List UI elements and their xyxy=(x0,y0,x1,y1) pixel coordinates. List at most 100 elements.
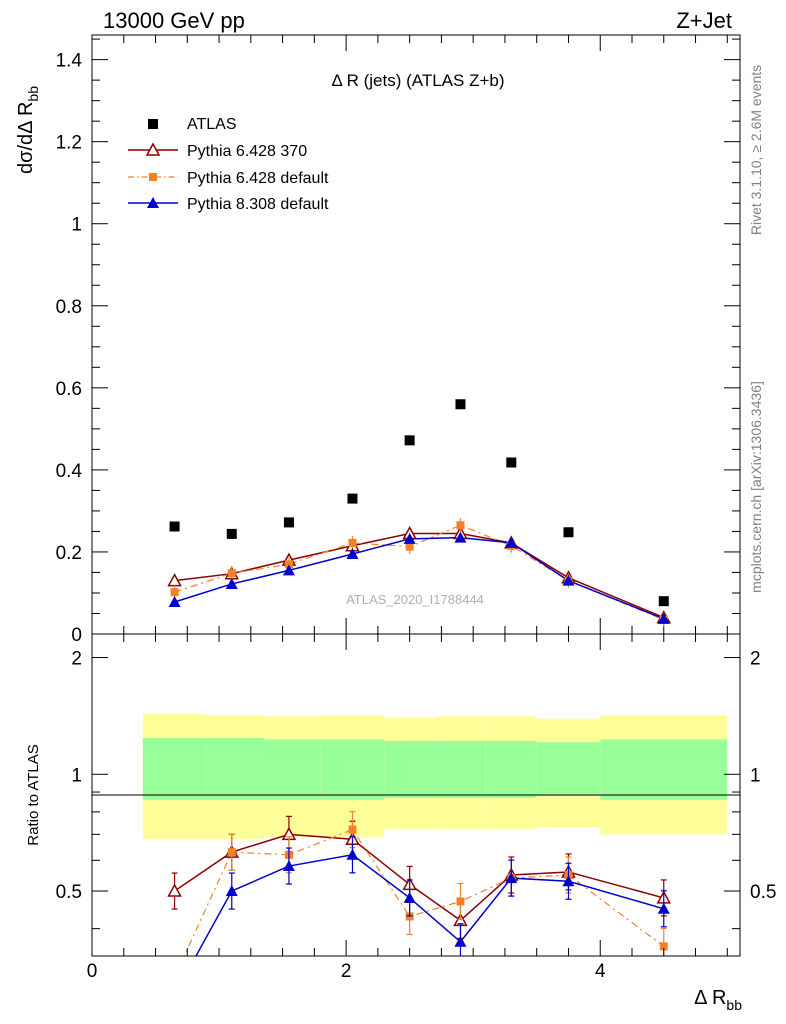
legend-entry-pythia6-370: Pythia 6.428 370 xyxy=(128,142,307,160)
process-label: Z+Jet xyxy=(676,8,732,33)
ratio-y-tick-label-right: 1 xyxy=(750,765,761,786)
ratio-pythia6-default-point xyxy=(227,848,236,857)
bottom-panel: 0.5 0.5 1 1 2 2 0 2 4 Ratio to ATLAS Δ Rbb xyxy=(25,633,777,1013)
ratio-pythia8-default-point xyxy=(657,902,670,914)
green-uncertainty-band xyxy=(206,738,264,800)
ratio-series-line xyxy=(183,828,665,956)
pythia8-default-point xyxy=(282,564,295,576)
ratio-series-line xyxy=(195,854,664,956)
rivet-version-label: Rivet 3.1.10, ≥ 2.6M events xyxy=(748,65,764,235)
legend-atlas-label: ATLAS xyxy=(187,116,237,133)
x-axis-label-main: Δ R xyxy=(694,987,726,1009)
top-y-tick-label: 0.4 xyxy=(56,461,83,482)
pythia6-default-point xyxy=(405,542,414,551)
ratio-pythia8-default-point xyxy=(169,989,181,1000)
green-uncertainty-band xyxy=(142,738,207,800)
legend: ATLAS Pythia 6.428 370 Pythia 6.428 defa… xyxy=(128,116,329,213)
pythia8-default-point xyxy=(346,547,359,559)
top-y-tick-label: 1.4 xyxy=(56,51,83,72)
atlas-data-point xyxy=(283,517,294,528)
top-y-axis-label-main: dσ/dΔ R xyxy=(15,102,37,174)
ratio-y-tick-label-right: 0.5 xyxy=(750,882,776,903)
top-y-axis-label: dσ/dΔ Rbb xyxy=(15,86,41,174)
green-uncertainty-band xyxy=(485,740,537,798)
atlas-data-point xyxy=(404,435,415,446)
ratio-pythia8-default-point xyxy=(346,848,359,860)
legend-pythia6-default-label: Pythia 6.428 default xyxy=(187,170,329,187)
legend-pythia8-default-label: Pythia 8.308 default xyxy=(187,196,329,213)
legend-entry-pythia6-default: Pythia 6.428 default xyxy=(128,170,329,187)
ratio-pythia8-default-point xyxy=(403,891,416,903)
top-series-points xyxy=(167,399,672,627)
top-panel: 0 0.2 0.4 0.6 0.8 1 1.2 1.4 Δ R (jets) (ATLAS Z… xyxy=(15,34,741,646)
green-uncertainty-band xyxy=(320,739,385,800)
bottom-axis-ticks xyxy=(91,634,740,956)
atlas-data-point xyxy=(347,493,358,504)
ratio-y-axis-label: Ratio to ATLAS xyxy=(25,744,42,845)
atlas-data-point xyxy=(169,521,180,532)
legend-pythia8-default-marker xyxy=(147,197,159,208)
pythia6-default-point xyxy=(456,521,465,530)
ratio-pythia6-default-point xyxy=(659,942,668,951)
ratio-y-tick-label: 0.5 xyxy=(56,882,82,903)
top-y-axis-label-sub: bb xyxy=(25,86,41,102)
pythia8-default-point xyxy=(225,577,238,589)
x-tick-label: 4 xyxy=(595,961,606,982)
x-axis-label-sub: bb xyxy=(726,997,742,1013)
ratio-y-tick-label: 1 xyxy=(71,765,82,786)
top-axis-ticks xyxy=(91,35,740,635)
ratio-pythia6-370-point xyxy=(167,883,182,897)
atlas-data-point xyxy=(455,399,466,410)
pythia8-default-point xyxy=(454,531,467,543)
ratio-pythia8-default-point xyxy=(454,935,467,947)
ratio-y-tick-label: 2 xyxy=(71,649,82,670)
ratio-pythia8-default-point xyxy=(505,872,518,884)
x-axis-label: Δ Rbb xyxy=(694,987,742,1013)
ratio-pythia8-default-point xyxy=(562,875,575,887)
pythia8-default-point xyxy=(657,612,670,624)
green-uncertainty-band xyxy=(600,739,728,800)
ratio-pythia6-default-point xyxy=(456,897,465,906)
bottom-plot-frame xyxy=(91,633,741,957)
x-tick-labels: 0 2 4 xyxy=(87,961,606,982)
atlas-data-point xyxy=(226,528,237,539)
top-y-tick-label: 0 xyxy=(71,625,82,646)
legend-pythia6-370-marker xyxy=(145,142,161,156)
x-tick-label: 2 xyxy=(341,961,352,982)
pythia8-default-point xyxy=(562,574,575,586)
bottom-y-tick-labels: 0.5 0.5 1 1 2 2 xyxy=(56,649,777,904)
ratio-pythia6-default-point xyxy=(348,825,357,834)
ratio-y-tick-label-right: 2 xyxy=(750,649,761,670)
ratio-pythia6-default-point xyxy=(171,973,179,981)
legend-pythia6-370-label: Pythia 6.428 370 xyxy=(187,143,307,160)
top-y-tick-label: 0.8 xyxy=(56,297,82,318)
legend-atlas-marker xyxy=(148,119,158,129)
legend-entry-atlas: ATLAS xyxy=(148,116,237,133)
top-y-tick-label: 1 xyxy=(71,215,82,236)
top-y-tick-labels: 0 0.2 0.4 0.6 0.8 1 1.2 1.4 xyxy=(56,51,83,646)
x-tick-label: 0 xyxy=(87,961,98,982)
legend-entry-pythia8-default: Pythia 8.308 default xyxy=(128,196,329,213)
pythia8-default-point xyxy=(505,536,518,548)
pythia6-default-point xyxy=(348,538,357,547)
pythia6-default-point xyxy=(284,560,293,569)
atlas-data-point xyxy=(563,527,574,538)
plot-title: Δ R (jets) (ATLAS Z+b) xyxy=(331,71,504,90)
green-uncertainty-band xyxy=(263,739,321,800)
pythia6-default-point xyxy=(170,588,179,597)
analysis-watermark: ATLAS_2020_I1788444 xyxy=(346,592,484,607)
ratio-series-points xyxy=(167,811,672,1000)
pythia6-default-point xyxy=(227,569,236,578)
ratio-series-line xyxy=(174,833,664,922)
top-y-tick-label: 0.6 xyxy=(56,379,82,400)
energy-label: 13000 GeV pp xyxy=(103,8,245,33)
green-uncertainty-band xyxy=(435,740,486,798)
ratio-pythia8-default-point xyxy=(225,885,238,897)
ratio-pythia8-default-point xyxy=(282,860,295,872)
mcplots-source-label: mcplots.cern.ch [arXiv:1306.3436] xyxy=(748,381,764,593)
atlas-data-point xyxy=(658,596,669,607)
top-y-tick-label: 1.2 xyxy=(56,133,82,154)
uncertainty-bands xyxy=(142,714,728,840)
pythia8-default-point xyxy=(168,595,181,607)
